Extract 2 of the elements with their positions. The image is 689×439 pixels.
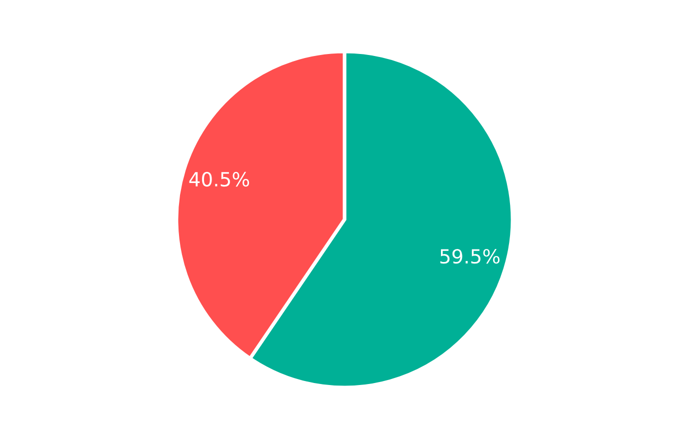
data-label: 40.5% xyxy=(189,172,250,187)
data-label: 59.5% xyxy=(440,248,500,264)
